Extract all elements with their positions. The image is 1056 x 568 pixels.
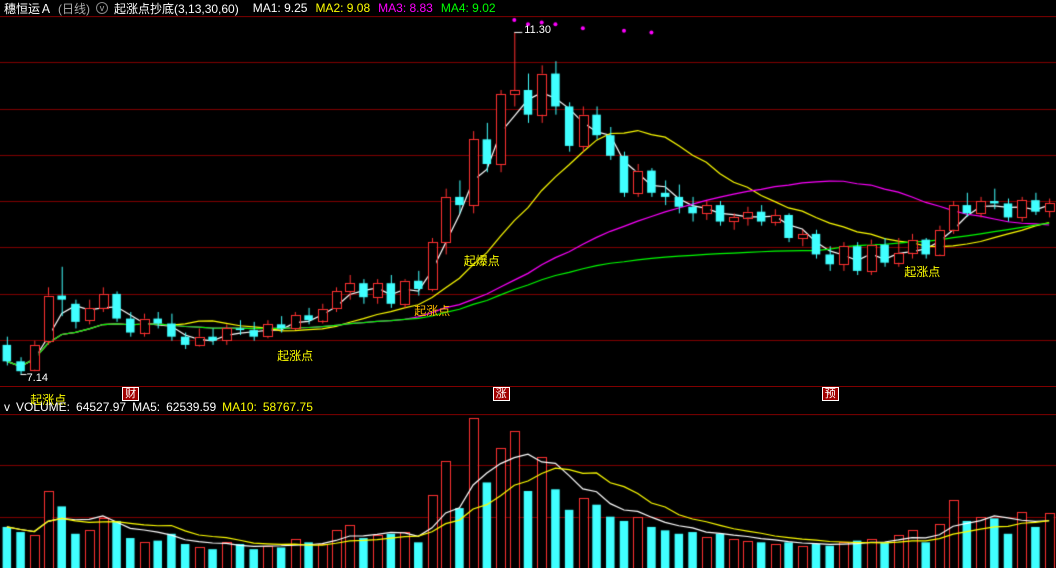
ma10-value: 58767.75 [263, 400, 313, 414]
indicator-name: 起涨点抄底(3,13,30,60) [114, 0, 239, 17]
ma-legend-item: MA3: 8.83 [378, 1, 433, 15]
dropdown-icon[interactable]: v [4, 400, 10, 414]
price-chart[interactable]: 11.307.14起涨点起涨点起涨点起爆点起涨点 [0, 16, 1056, 386]
marker-strip: 财涨预 [0, 386, 1056, 400]
ma-legend-item: MA1: 9.25 [253, 1, 308, 15]
stock-chart-app: { "header": { "stock_name": "穗恒运Ａ", "tim… [0, 0, 1056, 568]
ma10-label: MA10: [222, 400, 257, 414]
timeframe-label: (日线) [58, 0, 90, 17]
dropdown-icon[interactable]: v [96, 2, 108, 14]
volume-chart[interactable] [0, 414, 1056, 568]
price-header: 穗恒运Ａ (日线) v 起涨点抄底(3,13,30,60) MA1: 9.25M… [0, 0, 1056, 16]
stock-name: 穗恒运Ａ [4, 0, 52, 17]
volume-header: v VOLUME: 64527.97 MA5: 62539.59 MA10: 5… [0, 400, 1056, 414]
ma5-value: 62539.59 [166, 400, 216, 414]
ma5-label: MA5: [132, 400, 160, 414]
volume-value: 64527.97 [76, 400, 126, 414]
volume-label: VOLUME: [16, 400, 70, 414]
ma-legend: MA1: 9.25 MA2: 9.08 MA3: 8.83 MA4: 9.02 [245, 1, 496, 15]
ma-legend-item: MA2: 9.08 [315, 1, 370, 15]
ma-legend-item: MA4: 9.02 [441, 1, 496, 15]
